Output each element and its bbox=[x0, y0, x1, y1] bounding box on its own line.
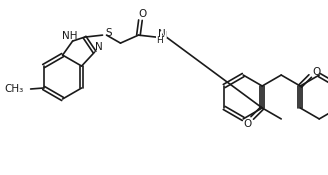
Text: CH₃: CH₃ bbox=[4, 84, 24, 94]
Text: O: O bbox=[138, 9, 147, 19]
Text: N: N bbox=[159, 31, 167, 41]
Text: NH: NH bbox=[62, 31, 77, 41]
Text: S: S bbox=[105, 28, 112, 38]
Text: N: N bbox=[157, 29, 165, 39]
Text: N: N bbox=[95, 42, 102, 52]
Text: N: N bbox=[159, 31, 167, 41]
Text: O: O bbox=[243, 119, 251, 129]
Text: O: O bbox=[312, 67, 320, 77]
Text: H: H bbox=[156, 36, 163, 45]
